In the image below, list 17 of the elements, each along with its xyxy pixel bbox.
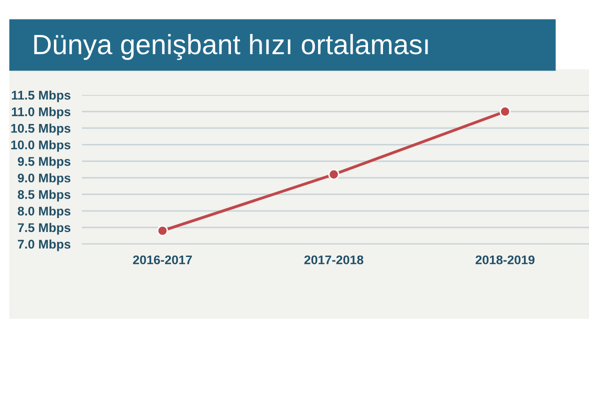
y-tick-label: 11.5 Mbps	[12, 90, 70, 102]
x-tick-label: 2018-2019	[476, 255, 534, 264]
y-tick-label: 8.5 Mbps	[18, 190, 70, 202]
point	[500, 106, 511, 118]
y-tick-label: 8.0 Mbps	[18, 206, 70, 218]
y-tick-label: 11.0 Mbps	[12, 107, 70, 119]
y-tick-label: 9.0 Mbps	[18, 173, 70, 185]
x-tick-label: 2016-2017	[133, 255, 192, 264]
y-tick-label: 7.0 Mbps	[18, 239, 70, 252]
point	[328, 168, 340, 180]
y-tick-label: 7.5 Mbps	[18, 222, 70, 235]
y-tick-label: 10.0 Mbps	[11, 140, 70, 152]
point	[156, 225, 168, 236]
chart-title: Dünya genişbant hızı ortalaması	[34, 34, 428, 60]
y-tick-label: 10.5 Mbps	[11, 124, 70, 136]
y-tick-label: 9.5 Mbps	[18, 156, 70, 168]
x-tick-label: 2017-2018	[304, 255, 364, 264]
